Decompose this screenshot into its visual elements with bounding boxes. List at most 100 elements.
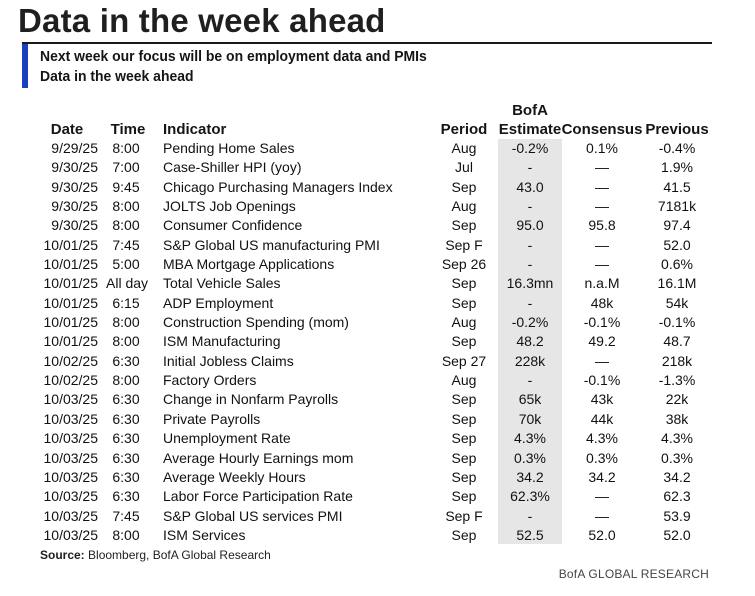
cell-consensus: —: [595, 198, 609, 215]
cell-consensus: —: [595, 256, 609, 273]
cell-bofa-estimate: -0.2%: [511, 314, 549, 331]
cell-indicator: Labor Force Participation Rate: [163, 488, 353, 505]
table-row: 10/03/25 6:30 Private Payrolls Sep 70k 44k 38k: [0, 410, 755, 429]
cell-period: Aug: [451, 372, 477, 389]
cell-indicator: Average Weekly Hours: [163, 468, 306, 485]
table-row: 10/03/25 6:30 Labor Force Participation Ra…: [0, 487, 755, 506]
cell-previous: 52.0: [663, 526, 691, 543]
cell-consensus: n.a.M: [584, 275, 620, 292]
table-row: 10/02/25 6:30 Initial Jobless Claims Sep 27…: [0, 352, 755, 371]
cell-date: 9/30/25: [51, 217, 98, 234]
cell-previous: 52.0: [663, 236, 691, 253]
cell-consensus: 52.0: [588, 526, 616, 543]
table-row: 9/30/25 7:00 Case-Shiller HPI (yoy) Jul - — 1.…: [0, 158, 755, 177]
table-row: 9/29/25 8:00 Pending Home Sales Aug -0.2% 0.1…: [0, 139, 755, 158]
cell-consensus: —: [595, 507, 609, 524]
cell-date: 10/01/25: [43, 294, 99, 311]
cell-date: 10/01/25: [43, 236, 99, 253]
cell-bofa-estimate: 48.2: [516, 333, 544, 350]
cell-bofa-estimate: -: [527, 159, 533, 176]
cell-date: 10/02/25: [43, 372, 99, 389]
cell-date: 10/03/25: [43, 391, 99, 408]
cell-time: 6:30: [112, 449, 140, 466]
cell-time: 6:30: [112, 468, 140, 485]
cell-indicator: ISM Services: [163, 526, 246, 543]
table-row: 10/03/25 6:30 Unemployment Rate Sep 4.3% 4.3%…: [0, 429, 755, 448]
cell-indicator: Chicago Purchasing Managers Index: [163, 178, 393, 195]
cell-bofa-estimate: 0.3%: [514, 449, 546, 466]
page-title: Data in the week ahead: [18, 2, 386, 39]
cell-period: Sep: [451, 294, 477, 311]
cell-bofa-estimate: -: [527, 236, 533, 253]
title-rule: [22, 42, 712, 44]
cell-indicator: S&P Global US services PMI: [163, 507, 343, 524]
cell-period: Aug: [451, 140, 477, 156]
source-label: Source:: [40, 548, 85, 562]
cell-previous: 54k: [665, 294, 689, 311]
cell-time: 8:00: [112, 333, 140, 350]
cell-time: 6:15: [112, 294, 140, 311]
header-previous: Previous: [645, 121, 709, 138]
cell-time: 7:00: [112, 159, 140, 176]
cell-bofa-estimate: 95.0: [516, 217, 544, 234]
header-bofa-line1: BofA: [512, 102, 548, 119]
cell-period: Sep: [451, 178, 477, 195]
cell-date: 10/03/25: [43, 507, 99, 524]
cell-period: Sep: [451, 488, 477, 505]
cell-previous: 0.6%: [661, 256, 693, 273]
cell-consensus: 0.3%: [586, 449, 618, 466]
cell-bofa-estimate: 52.5: [516, 526, 544, 543]
cell-previous: 34.2: [663, 468, 691, 485]
cell-period: Sep: [451, 333, 477, 350]
cell-time: 7:45: [112, 507, 140, 524]
cell-previous: 0.3%: [661, 449, 693, 466]
cell-previous: 62.3: [663, 488, 691, 505]
cell-date: 10/01/25: [43, 333, 99, 350]
table-row: 10/03/25 6:30 Change in Nonfarm Payrolls Se…: [0, 390, 755, 409]
cell-time: 7:45: [112, 236, 140, 253]
cell-time: 8:00: [112, 314, 140, 331]
cell-previous: 218k: [661, 352, 693, 369]
cell-period: Sep 26: [441, 256, 487, 273]
cell-indicator: Pending Home Sales: [163, 140, 295, 156]
cell-indicator: Private Payrolls: [163, 410, 261, 427]
cell-period: Sep 27: [441, 352, 487, 369]
table-row: 10/01/25 8:00 ISM Manufacturing Sep 48.2 49.2…: [0, 332, 755, 351]
cell-date: 10/01/25: [43, 275, 99, 292]
cell-period: Sep: [451, 430, 477, 447]
cell-previous: 48.7: [663, 333, 691, 350]
cell-consensus: 4.3%: [586, 430, 618, 447]
cell-date: 10/01/25: [43, 314, 99, 331]
cell-consensus: -0.1%: [583, 372, 621, 389]
cell-indicator: MBA Mortgage Applications: [163, 256, 335, 273]
cell-time: 6:30: [112, 488, 140, 505]
cell-time: 8:00: [112, 526, 140, 543]
header-consensus: Consensus: [561, 121, 643, 138]
cell-previous: 41.5: [663, 178, 691, 195]
cell-previous: 38k: [665, 410, 689, 427]
table-row: 10/02/25 8:00 Factory Orders Aug - -0.1% -1.3%: [0, 371, 755, 390]
cell-consensus: 95.8: [588, 217, 616, 234]
cell-time: All day: [106, 275, 149, 292]
cell-period: Sep: [451, 526, 477, 543]
cell-time: 6:30: [112, 410, 140, 427]
cell-time: 9:45: [112, 178, 140, 195]
cell-bofa-estimate: -: [527, 507, 533, 524]
cell-date: 9/30/25: [51, 198, 98, 215]
table-row: 9/30/25 9:45 Chicago Purchasing Managers I…: [0, 178, 755, 197]
cell-time: 6:30: [112, 391, 140, 408]
header-time: Time: [110, 121, 146, 138]
cell-date: 10/03/25: [43, 449, 99, 466]
cell-date: 10/02/25: [43, 352, 99, 369]
cell-indicator: S&P Global US manufacturing PMI: [163, 236, 380, 253]
cell-bofa-estimate: 228k: [514, 352, 546, 369]
cell-consensus: —: [595, 236, 609, 253]
cell-indicator: Consumer Confidence: [163, 217, 303, 234]
cell-consensus: —: [595, 352, 609, 369]
cell-bofa-estimate: 4.3%: [514, 430, 546, 447]
cell-consensus: -0.1%: [583, 314, 621, 331]
cell-consensus: 44k: [590, 410, 614, 427]
accent-bar: [22, 44, 28, 88]
cell-consensus: —: [595, 178, 609, 195]
table-row: 9/30/25 8:00 JOLTS Job Openings Aug - — 7181k: [0, 197, 755, 216]
